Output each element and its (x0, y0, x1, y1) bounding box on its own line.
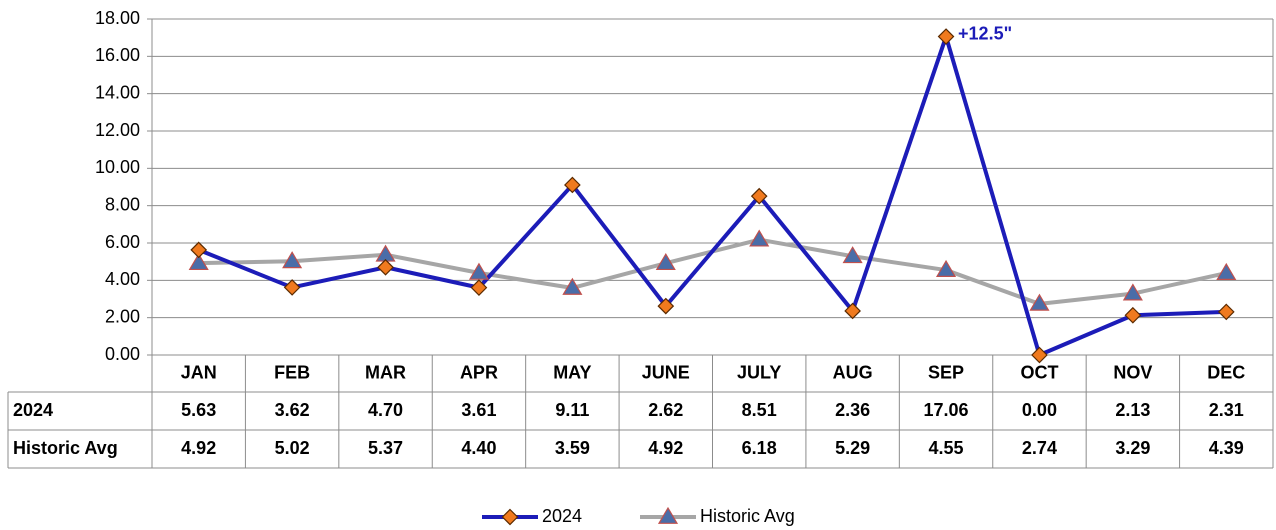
x-tick-label: JULY (737, 362, 781, 382)
table-value: 5.29 (835, 438, 870, 458)
x-tick-label: SEP (928, 362, 964, 382)
point (1124, 306, 1142, 324)
table-value: 4.55 (929, 438, 964, 458)
point (655, 252, 676, 271)
point (377, 258, 394, 276)
table-value: 17.06 (924, 400, 969, 420)
y-tick-label: 6.00 (105, 232, 140, 252)
y-tick-label: 16.00 (95, 45, 140, 65)
table-value: 5.37 (368, 438, 403, 458)
table-row-header: 2024 (13, 400, 53, 420)
table-value: 4.92 (181, 438, 216, 458)
y-tick-label: 10.00 (95, 157, 140, 177)
x-tick-label: OCT (1020, 362, 1058, 382)
point (1029, 293, 1050, 311)
y-tick-label: 18.00 (95, 8, 140, 28)
y-tick-label: 2.00 (105, 306, 140, 326)
table-value: 3.59 (555, 438, 590, 458)
table-value: 2.13 (1115, 400, 1150, 420)
point (937, 28, 955, 45)
legend-label: Historic Avg (700, 506, 795, 526)
point (935, 259, 957, 277)
point (657, 297, 675, 315)
point (1031, 346, 1048, 364)
point (1217, 303, 1235, 321)
annotation: +12.5" (958, 23, 1012, 43)
table-value: 3.62 (275, 400, 310, 420)
y-tick-label: 12.00 (95, 120, 140, 140)
point (282, 251, 303, 269)
table-value: 3.61 (461, 400, 496, 420)
table-value: 2.36 (835, 400, 870, 420)
y-tick-label: 14.00 (95, 82, 140, 102)
legend-marker (501, 508, 519, 526)
legend-label: 2024 (542, 506, 582, 526)
table-value: 8.51 (742, 400, 777, 420)
point (188, 252, 209, 271)
table-row-header: Historic Avg (13, 438, 118, 458)
table-value: 4.92 (648, 438, 683, 458)
table-value: 5.63 (181, 400, 216, 420)
table-value: 0.00 (1022, 400, 1057, 420)
table-value: 3.29 (1115, 438, 1150, 458)
point (749, 229, 770, 247)
point (842, 246, 863, 264)
x-tick-label: JUNE (642, 362, 690, 382)
table-value: 6.18 (742, 438, 777, 458)
table-value: 2.74 (1022, 438, 1057, 458)
table-value: 4.70 (368, 400, 403, 420)
point (1216, 262, 1237, 280)
point (844, 302, 861, 320)
x-tick-label: DEC (1207, 362, 1245, 382)
point (470, 279, 488, 296)
x-tick-label: FEB (274, 362, 310, 382)
legend-marker (657, 506, 679, 524)
point (468, 262, 490, 280)
x-tick-label: NOV (1113, 362, 1152, 382)
x-tick-label: MAR (365, 362, 406, 382)
table-value: 2.31 (1209, 400, 1244, 420)
table-value: 5.02 (275, 438, 310, 458)
x-tick-label: MAY (553, 362, 591, 382)
series-line (197, 34, 1227, 357)
point (283, 279, 301, 296)
table-value: 2.62 (648, 400, 683, 420)
point (750, 187, 768, 205)
x-tick-label: JAN (181, 362, 217, 382)
x-tick-label: AUG (833, 362, 873, 382)
point (190, 241, 208, 259)
y-tick-label: 4.00 (105, 269, 140, 289)
x-tick-label: APR (460, 362, 498, 382)
table-value: 4.40 (461, 438, 496, 458)
y-tick-label: 0.00 (105, 344, 140, 364)
point (564, 176, 581, 194)
y-tick-label: 8.00 (105, 194, 140, 214)
table-value: 9.11 (555, 400, 589, 420)
point (562, 277, 583, 295)
point (1122, 283, 1143, 301)
table-value: 4.39 (1209, 438, 1244, 458)
